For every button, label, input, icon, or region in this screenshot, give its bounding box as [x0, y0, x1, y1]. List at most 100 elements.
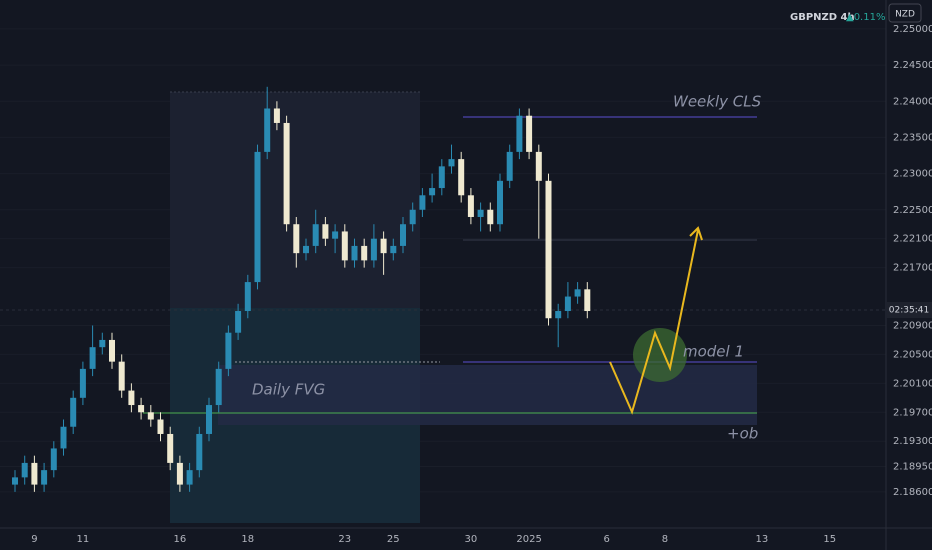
x-tick-label: 8 [662, 534, 668, 545]
candle-body [487, 209, 494, 225]
candle-body [244, 282, 251, 312]
y-tick-label: 2.19700 [893, 407, 932, 418]
arrow-head [689, 226, 703, 241]
x-tick-label: 16 [174, 534, 187, 545]
candle-body [516, 115, 523, 152]
candle-body [535, 151, 542, 181]
candle-body [138, 405, 145, 413]
x-tick-label: 23 [338, 534, 351, 545]
candle-body [303, 245, 309, 254]
candle-body [370, 238, 377, 261]
y-tick-label: 2.20500 [893, 349, 932, 360]
candle-body [196, 433, 203, 471]
candle-body [31, 462, 38, 485]
candle-body [419, 195, 426, 210]
candle-body [264, 108, 271, 152]
y-tick-label: 2.18600 [893, 487, 932, 498]
x-tick-label: 18 [241, 534, 254, 545]
candle-body [429, 188, 436, 196]
candle-body [12, 477, 18, 485]
candle-body [70, 397, 77, 427]
y-tick-label: 2.25000 [893, 24, 932, 35]
x-tick-label: 9 [31, 534, 37, 545]
currency[interactable]: NZD [895, 10, 915, 20]
symbol: GBPNZD 4h [790, 12, 855, 23]
currency-button[interactable] [888, 3, 922, 23]
y-tick-label: 2.24500 [893, 60, 932, 71]
candle-body [361, 245, 368, 261]
candle-body [50, 448, 57, 471]
candle-body [458, 159, 465, 196]
candle-body [438, 166, 445, 189]
candle-body [477, 209, 484, 217]
candle-body [254, 151, 261, 283]
candle-body [176, 462, 183, 485]
x-tick-label: 6 [604, 534, 610, 545]
candle-body [467, 195, 474, 217]
candle-body [41, 470, 48, 485]
change: ▲0.11% [846, 12, 885, 23]
candle-body [79, 368, 86, 398]
weekly-label: Weekly CLS [673, 93, 762, 111]
candle-body [128, 390, 135, 406]
y-tick-label: 2.21700 [893, 263, 932, 274]
candle-body [167, 433, 174, 463]
candle-body [322, 224, 329, 239]
candle-body [235, 311, 242, 333]
y-axis: 2.25000 2.24500 2.24000 2.23500 2.23000 2.225… [893, 24, 932, 498]
x-tick-label: 25 [387, 534, 400, 545]
candle-body [390, 245, 397, 254]
y-tick-label: 2.19300 [893, 436, 932, 447]
y-tick-label: 2.23500 [893, 132, 932, 143]
candle-body [206, 405, 212, 434]
y-tick-label: 2.20100 [893, 378, 932, 389]
candle-body [99, 339, 106, 348]
y-tick-label: 2.22500 [893, 205, 932, 216]
candle-body [118, 361, 125, 391]
candle-body [506, 151, 513, 181]
x-axis: 9 11 16 18 23 25 30 2025 6 8 13 15 [31, 534, 836, 545]
y-tick-label: 2.24000 [893, 96, 932, 107]
countdown-box [887, 302, 932, 318]
x-tick-label: 13 [756, 534, 769, 545]
highlight-circle [633, 328, 687, 382]
x-tick-label: 2025 [516, 534, 541, 545]
projection-path [609, 229, 699, 415]
candle-body [215, 368, 222, 406]
candle-body [341, 231, 348, 261]
candle-body [574, 289, 581, 297]
y-tick-label: 2.18950 [893, 462, 932, 473]
ob-label: +ob [727, 425, 758, 443]
candle-body [109, 339, 115, 362]
candle-body [351, 245, 358, 261]
candle-body [332, 231, 339, 239]
x-tick-label: 11 [77, 534, 90, 545]
y-tick-label: 2.23000 [893, 169, 932, 180]
candle-body [564, 296, 571, 312]
candle-body [60, 426, 67, 449]
countdown: 02:35:41 [889, 306, 929, 316]
candle-body [273, 108, 280, 123]
x-tick-label: 15 [823, 534, 836, 545]
candles [12, 86, 591, 492]
candle-body [380, 238, 387, 254]
model-label: model 1 [683, 343, 744, 361]
candle-body [312, 224, 319, 246]
candle-body [21, 462, 28, 478]
range-box [170, 92, 420, 308]
candle-body [89, 347, 96, 369]
candle-body [497, 180, 503, 225]
candle-body [409, 209, 416, 225]
candle-body [293, 224, 300, 254]
candle-body [555, 311, 562, 319]
y-tick-label: 2.22100 [893, 234, 932, 245]
candle-body [526, 115, 533, 152]
y-tick-label: 2.20900 [893, 320, 932, 331]
candle-body [545, 180, 552, 319]
candle-body [584, 289, 591, 312]
fvg-label: Daily FVG [252, 381, 325, 399]
candle-body [225, 332, 232, 369]
candle-body [186, 470, 193, 485]
candle-body [400, 224, 406, 246]
